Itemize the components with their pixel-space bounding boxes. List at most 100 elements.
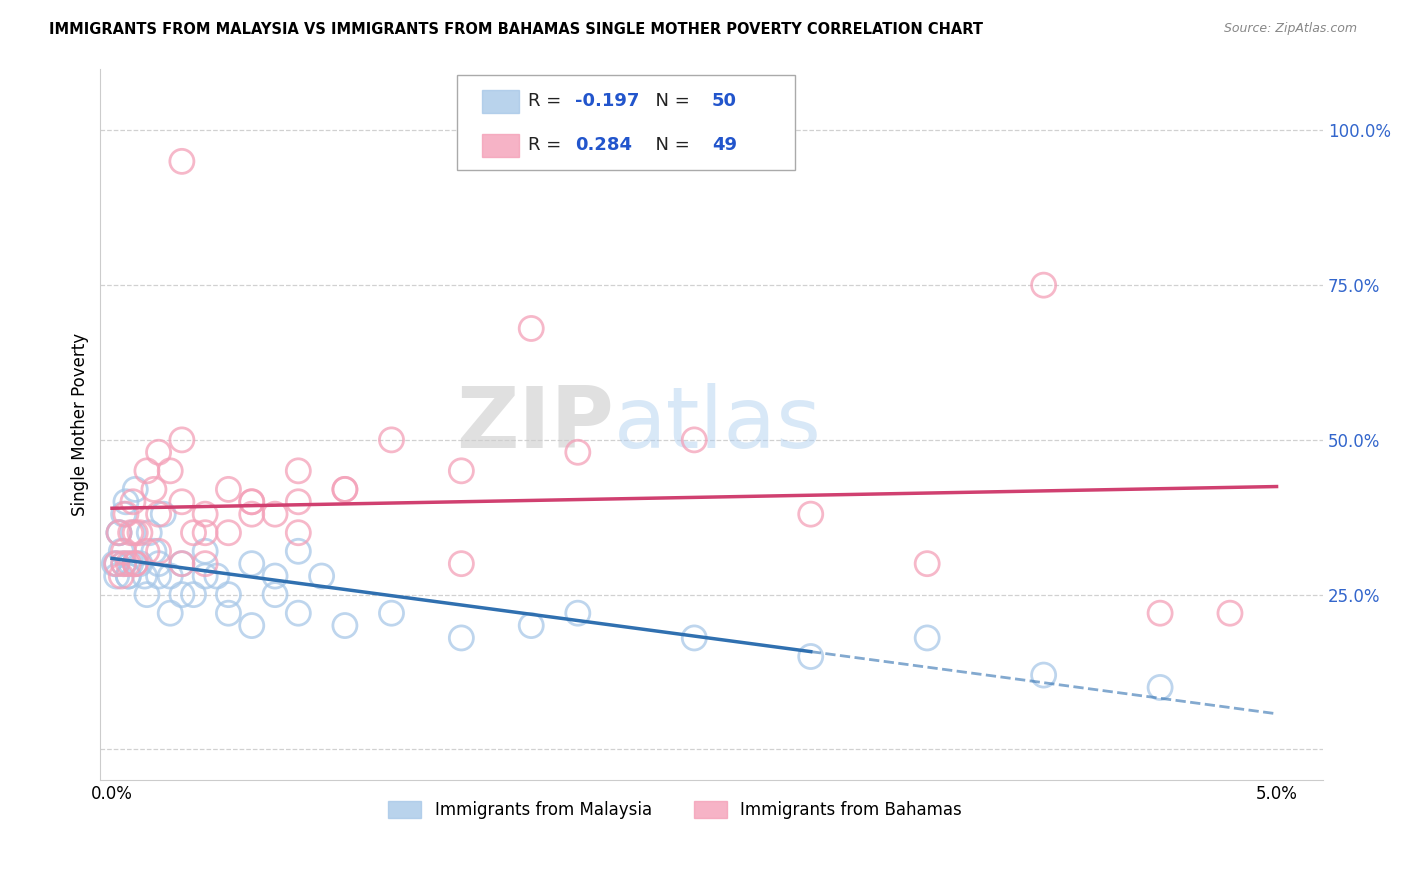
Text: ZIP: ZIP [456,383,614,466]
Point [194,544,217,558]
Point [450,464,472,478]
Point [115,495,138,509]
Point [108,525,131,540]
Text: 49: 49 [711,136,737,154]
Point [240,495,263,509]
Point [800,507,823,521]
Point [120,557,142,571]
Point [217,606,239,620]
Point [136,544,159,558]
Point [1032,278,1054,293]
Text: -0.197: -0.197 [575,92,640,111]
Point [170,557,193,571]
Point [287,525,309,540]
Point [520,618,543,632]
FancyBboxPatch shape [482,90,519,112]
Point [115,507,138,521]
Point [159,464,181,478]
Text: N =: N = [644,136,696,154]
Text: R =: R = [529,136,568,154]
Point [124,483,146,497]
Point [264,588,287,602]
Point [159,569,181,583]
Point [915,557,938,571]
Point [683,433,706,447]
Point [148,507,170,521]
Point [112,557,135,571]
Y-axis label: Single Mother Poverty: Single Mother Poverty [72,333,89,516]
Point [567,606,589,620]
Text: N =: N = [644,92,696,111]
Point [120,525,142,540]
Point [112,557,135,571]
Point [194,569,217,583]
Point [1219,606,1241,620]
Text: R =: R = [529,92,568,111]
Point [152,507,174,521]
Point [450,557,472,571]
Point [122,495,145,509]
Point [117,557,139,571]
Text: atlas: atlas [614,383,823,466]
Point [217,588,239,602]
Point [287,606,309,620]
Point [142,544,165,558]
Point [148,557,170,571]
Point [117,569,139,583]
Point [380,433,402,447]
Point [105,569,128,583]
Point [117,569,139,583]
Point [170,588,193,602]
Point [148,569,170,583]
Point [124,557,146,571]
FancyBboxPatch shape [482,134,519,157]
FancyBboxPatch shape [457,75,794,170]
Point [170,154,193,169]
Text: Source: ZipAtlas.com: Source: ZipAtlas.com [1223,22,1357,36]
Point [183,588,205,602]
Legend: Immigrants from Malaysia, Immigrants from Bahamas: Immigrants from Malaysia, Immigrants fro… [381,794,969,825]
Point [105,557,128,571]
Point [217,483,239,497]
Point [122,525,145,540]
Point [333,483,356,497]
Point [240,507,263,521]
Point [138,525,160,540]
Point [520,321,543,335]
Point [136,588,159,602]
Point [240,495,263,509]
Point [170,557,193,571]
Point [800,649,823,664]
Point [142,483,165,497]
Text: 50: 50 [711,92,737,111]
Point [264,507,287,521]
Point [333,483,356,497]
Point [183,525,205,540]
Point [1149,681,1171,695]
Point [103,557,125,571]
Point [148,445,170,459]
Point [129,557,152,571]
Point [194,525,217,540]
Point [170,433,193,447]
Point [194,557,217,571]
Text: IMMIGRANTS FROM MALAYSIA VS IMMIGRANTS FROM BAHAMAS SINGLE MOTHER POVERTY CORREL: IMMIGRANTS FROM MALAYSIA VS IMMIGRANTS F… [49,22,983,37]
Point [450,631,472,645]
Point [124,525,146,540]
Point [159,606,181,620]
Point [105,557,128,571]
Point [567,445,589,459]
Point [240,618,263,632]
Point [264,569,287,583]
Point [124,557,146,571]
Point [217,525,239,540]
Point [1149,606,1171,620]
Point [205,569,228,583]
Point [380,606,402,620]
Point [170,495,193,509]
Point [194,507,217,521]
Point [110,569,132,583]
Point [915,631,938,645]
Point [333,618,356,632]
Point [110,544,132,558]
